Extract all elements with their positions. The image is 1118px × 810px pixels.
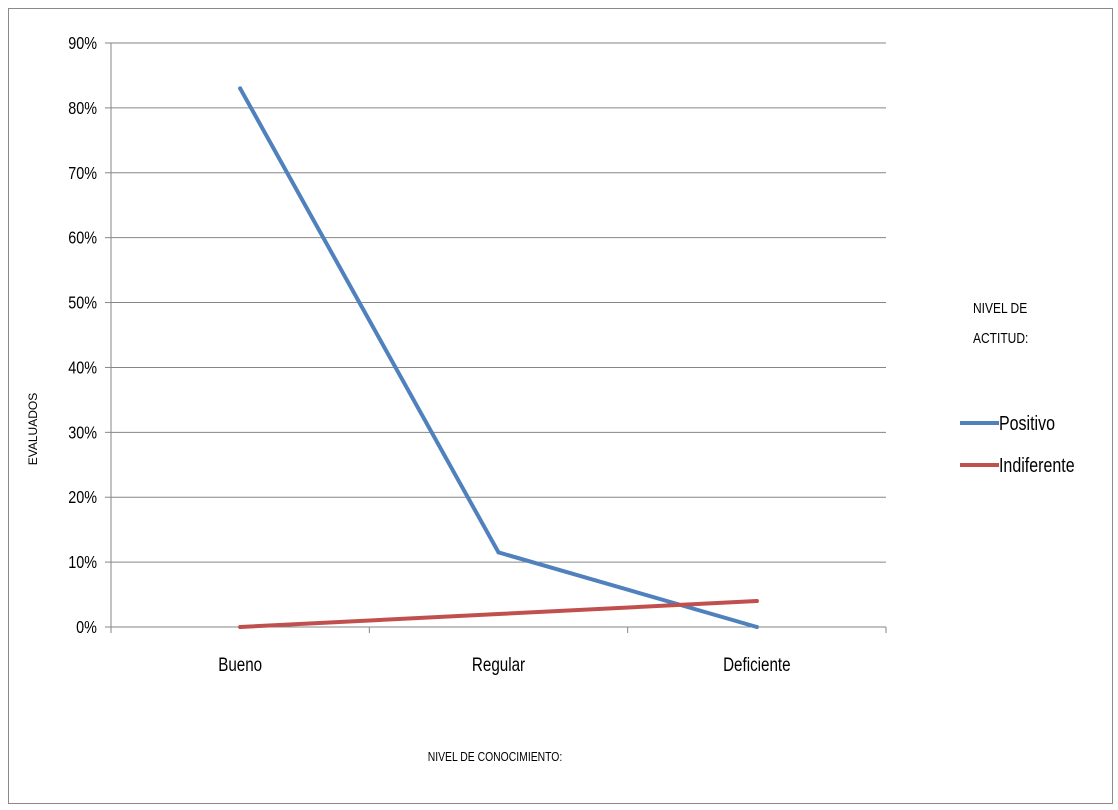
y-tick-label: 10% bbox=[68, 553, 97, 573]
legend: NIVEL DE ACTITUD: Positivo Indiferente bbox=[960, 300, 1075, 476]
series-lines bbox=[238, 86, 759, 629]
legend-entries: Positivo Indiferente bbox=[960, 412, 1075, 476]
legend-label: Positivo bbox=[999, 412, 1055, 434]
data-point bbox=[496, 612, 501, 617]
y-tick-label: 50% bbox=[68, 293, 97, 313]
data-point bbox=[754, 599, 759, 604]
series-line-positivo bbox=[238, 86, 759, 629]
x-tick-label: Regular bbox=[472, 653, 525, 675]
y-tick-label: 80% bbox=[68, 98, 97, 118]
data-point bbox=[754, 625, 759, 629]
data-point bbox=[238, 625, 243, 629]
legend-title: NIVEL DE ACTITUD: bbox=[973, 300, 1028, 347]
gridlines bbox=[111, 42, 886, 563]
y-tick-label: 60% bbox=[68, 228, 97, 248]
data-point bbox=[496, 550, 501, 555]
chart-frame: 0% 10% 20% 30% 40% 50% 60% 70% 80% 90% Bueno Regul… bbox=[8, 8, 1113, 804]
y-tick-label: 40% bbox=[68, 358, 97, 378]
y-tick-labels: 0% 10% 20% 30% 40% 50% 60% 70% 80% 90% bbox=[68, 34, 97, 638]
y-tick-label: 90% bbox=[68, 34, 97, 54]
y-tick-label: 0% bbox=[76, 618, 97, 638]
data-point bbox=[238, 86, 243, 91]
y-axis-title: EVALUADOS bbox=[26, 393, 40, 465]
line-chart: 0% 10% 20% 30% 40% 50% 60% 70% 80% 90% Bueno Regul… bbox=[26, 34, 1075, 765]
x-tick-labels: Bueno Regular Deficiente bbox=[218, 653, 790, 675]
x-tick-label: Deficiente bbox=[723, 653, 791, 675]
x-tick-label: Bueno bbox=[218, 653, 262, 675]
y-tick-label: 70% bbox=[68, 163, 97, 183]
y-tick-label: 30% bbox=[68, 423, 97, 443]
y-tick-label: 20% bbox=[68, 488, 97, 508]
legend-label: Indiferente bbox=[999, 454, 1075, 476]
x-axis-title: NIVEL DE CONOCIMIENTO: bbox=[428, 750, 563, 764]
